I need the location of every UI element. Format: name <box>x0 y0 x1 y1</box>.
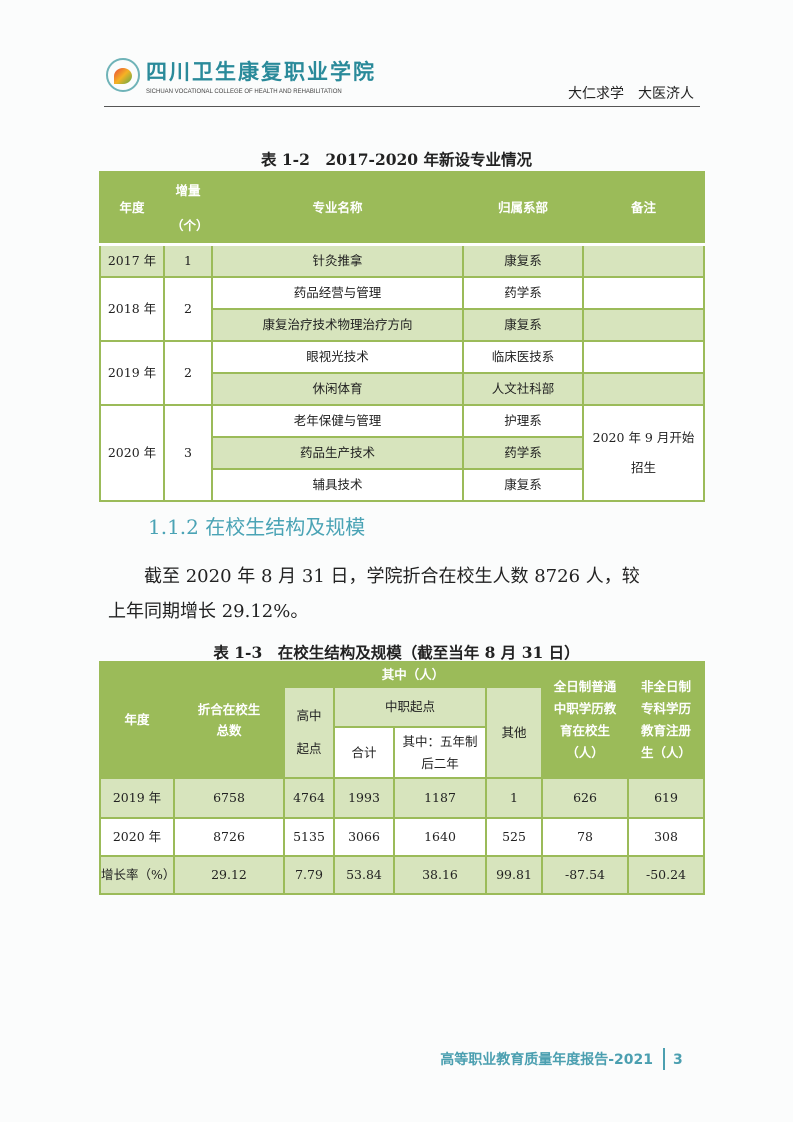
cell-year: 2020 年 <box>99 817 175 857</box>
paragraph-line-2: 上年同期增长 29.12%。 <box>108 601 309 622</box>
th-among: 其中（人） <box>282 661 544 688</box>
new-majors-table: 年度 增量（个） 专业名称 归属系部 备注 2017 年 1 针灸推拿 康复系 2018 年 2 药品… <box>99 171 705 502</box>
logo-chinese-name: 四川卫生康复职业学院 <box>146 60 376 84</box>
cell-department: 康复系 <box>462 307 584 342</box>
cell-note <box>582 307 705 342</box>
th-mid-vocational: 中职起点 <box>333 686 487 728</box>
cell-department: 康复系 <box>462 467 584 502</box>
cell-fulltime: -87.54 <box>541 855 630 895</box>
header-divider <box>104 106 700 107</box>
cell-count: 3 <box>163 403 213 502</box>
table-row: 2019 年 6758 4764 1993 1187 1 626 619 <box>99 777 706 819</box>
paragraph-line-1: 截至 2020 年 8 月 31 日，学院折合在校生人数 8726 人，较 <box>144 566 640 587</box>
cell-note <box>582 243 705 278</box>
cell-mid-total: 3066 <box>333 817 395 857</box>
table-row: 2017 年 1 针灸推拿 康复系 <box>99 243 705 278</box>
cell-year: 增长率（%） <box>99 855 175 895</box>
cell-year: 2019 年 <box>99 777 175 819</box>
table-row: 2020 年 8726 5135 3066 1640 525 78 308 <box>99 817 706 857</box>
th-parttime: 非全日制专科学历教育注册生（人） <box>627 661 706 779</box>
cell-parttime: 308 <box>627 817 706 857</box>
footer-title: 高等职业教育质量年度报告-2021 <box>440 1052 653 1068</box>
cell-high: 5135 <box>283 817 335 857</box>
cell-parttime: 619 <box>627 777 706 819</box>
cell-total: 6758 <box>173 777 285 819</box>
table1-caption: 表 1-2 2017-2020 年新设专业情况 <box>260 150 532 169</box>
cell-major-name: 药品经营与管理 <box>211 275 464 310</box>
cell-department: 人文社科部 <box>462 371 584 406</box>
cell-note <box>582 371 705 406</box>
cell-year: 2018 年 <box>99 275 165 342</box>
cell-department: 临床医技系 <box>462 339 584 374</box>
cell-major-name: 康复治疗技术物理治疗方向 <box>211 307 464 342</box>
logo-english-name: SICHUAN VOCATIONAL COLLEGE OF HEALTH AND… <box>146 89 342 95</box>
table-row: 2018 年 2 药品经营与管理 药学系 <box>99 275 705 342</box>
table-row: 增长率（%） 29.12 7.79 53.84 38.16 99.81 -87.54 -50.… <box>99 855 706 895</box>
cell-total: 29.12 <box>173 855 285 895</box>
cell-count: 1 <box>163 243 213 278</box>
table-row: 休闲体育 人文社科部 <box>100 371 705 406</box>
cell-mid-total: 53.84 <box>333 855 395 895</box>
th-dept: 归属系部 <box>462 171 584 246</box>
cell-year: 2019 年 <box>99 339 165 406</box>
th-other: 其他 <box>484 686 544 779</box>
cell-note <box>582 275 705 310</box>
cell-total: 8726 <box>173 817 285 857</box>
cell-other: 99.81 <box>484 855 544 895</box>
table-row: 药品生产技术 药学系 <box>100 435 704 470</box>
cell-year: 2020 年 <box>99 403 165 502</box>
cell-count: 2 <box>163 275 213 342</box>
cell-major-name: 老年保健与管理 <box>211 403 464 438</box>
cell-fulltime: 626 <box>541 777 630 819</box>
cell-mid-five: 1187 <box>393 777 487 819</box>
th-total: 折合在校生总数 <box>173 661 285 779</box>
cell-fulltime: 78 <box>541 817 630 857</box>
cell-department: 药学系 <box>462 275 584 310</box>
page-number: 3 <box>673 1052 683 1068</box>
table-row: 辅具技术 康复系 <box>100 467 704 502</box>
motto: 大仁求学 大医济人 <box>568 86 694 102</box>
cell-mid-total: 1993 <box>333 777 395 819</box>
th-count: 增量（个） <box>163 171 213 246</box>
cell-high: 4764 <box>283 777 335 819</box>
th-mid-five-year: 其中：五年制后二年 <box>393 726 487 779</box>
th-year: 年度 <box>99 661 175 779</box>
cell-note <box>582 339 705 374</box>
college-logo-icon <box>106 58 140 92</box>
table-row: 2020 年 3 老年保健与管理 护理系 2020 年 9 月开始招生 <box>99 403 705 502</box>
cell-department: 药学系 <box>462 435 584 470</box>
cell-mid-five: 38.16 <box>393 855 487 895</box>
cell-department: 护理系 <box>462 403 584 438</box>
cell-major-name: 休闲体育 <box>211 371 464 406</box>
cell-year: 2017 年 <box>99 243 165 278</box>
th-name: 专业名称 <box>211 171 464 246</box>
table2-caption: 表 1-3 在校生结构及规模（截至当年 8 月 31 日） <box>213 643 580 662</box>
th-note: 备注 <box>582 171 705 246</box>
cell-major-name: 药品生产技术 <box>211 435 464 470</box>
table-row: 康复治疗技术物理治疗方向 康复系 <box>100 307 705 342</box>
th-mid-total: 合计 <box>333 726 395 779</box>
cell-count: 2 <box>163 339 213 406</box>
table-row: 2019 年 2 眼视光技术 临床医技系 <box>99 339 705 406</box>
cell-other: 525 <box>484 817 544 857</box>
cell-parttime: -50.24 <box>627 855 706 895</box>
cell-major-name: 眼视光技术 <box>211 339 464 374</box>
th-high-school: 高中起点 <box>283 686 335 779</box>
cell-mid-five: 1640 <box>393 817 487 857</box>
cell-high: 7.79 <box>283 855 335 895</box>
th-year: 年度 <box>99 171 165 246</box>
cell-department: 康复系 <box>462 243 584 278</box>
section-heading: 1.1.2 在校生结构及规模 <box>148 515 366 539</box>
cell-other: 1 <box>484 777 544 819</box>
cell-note: 2020 年 9 月开始招生 <box>582 403 705 502</box>
student-scale-table: 年度 折合在校生总数 其中（人） 全日制普通中职学历教育在校生（人） 非全日制专… <box>99 661 706 895</box>
cell-major-name: 针灸推拿 <box>211 243 464 278</box>
logo-emblem-icon <box>114 68 132 84</box>
footer-divider <box>663 1048 665 1070</box>
cell-major-name: 辅具技术 <box>211 467 464 502</box>
th-fulltime: 全日制普通中职学历教育在校生（人） <box>541 661 630 779</box>
